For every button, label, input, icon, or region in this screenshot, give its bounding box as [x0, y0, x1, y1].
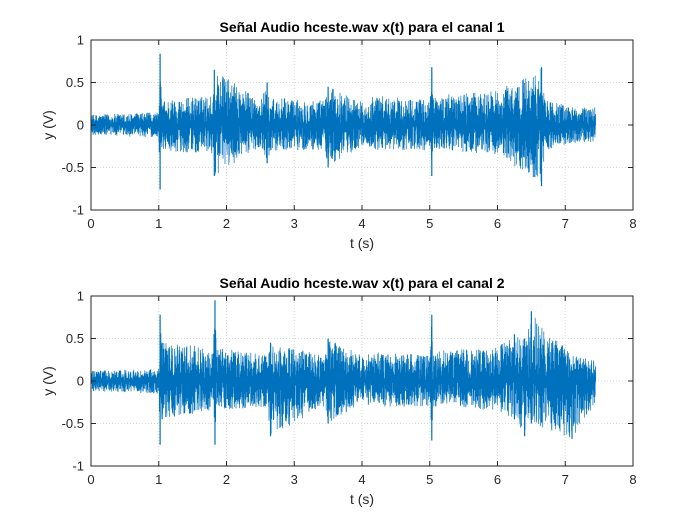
y-tick-label: 1	[77, 33, 84, 48]
y-tick-label: -1	[72, 459, 84, 474]
chart-title: Señal Audio hceste.wav x(t) para el cana…	[219, 275, 504, 291]
x-tick-label: 2	[223, 472, 230, 487]
y-axis-label: y (V)	[40, 110, 56, 140]
x-tick-label: 3	[291, 216, 298, 231]
x-axis-label: t (s)	[350, 235, 374, 251]
y-tick-label: 0	[77, 118, 84, 133]
axes-2: 0 1 2 3 4 5 6 7 8 -1 -0.5 0 0.5 1 Señal Audio hceste.w…	[40, 275, 637, 507]
x-tick-label: 1	[155, 472, 162, 487]
x-tick-label: 6	[494, 472, 501, 487]
y-tick-label: 0.5	[66, 331, 84, 346]
x-tick-label: 4	[358, 216, 365, 231]
y-tick-label: -1	[72, 203, 84, 218]
x-tick-label: 0	[87, 216, 94, 231]
x-tick-label: 7	[562, 472, 569, 487]
x-tick-label: 4	[358, 472, 365, 487]
x-tick-label: 0	[87, 472, 94, 487]
x-axis-label: t (s)	[350, 491, 374, 507]
x-tick-label: 7	[562, 216, 569, 231]
y-tick-label: 0.5	[66, 75, 84, 90]
y-tick-label: 0	[77, 374, 84, 389]
signal-line	[90, 312, 597, 438]
chart-title: Señal Audio hceste.wav x(t) para el cana…	[219, 19, 504, 35]
axes-1: 0 1 2 3 4 5 6 7 8 -1 -0.5 0 0.5 1 Señal Audio hceste.w…	[40, 19, 637, 251]
x-tick-label: 2	[223, 216, 230, 231]
x-tick-label: 8	[629, 472, 636, 487]
x-tick-label: 5	[426, 216, 433, 231]
signal-line	[90, 60, 596, 182]
x-tick-label: 6	[494, 216, 501, 231]
y-axis-label: y (V)	[40, 366, 56, 396]
x-tick-label: 5	[426, 472, 433, 487]
y-tick-label: -0.5	[62, 160, 84, 175]
x-tick-label: 3	[291, 472, 298, 487]
y-tick-label: 1	[77, 289, 84, 304]
y-tick-label: -0.5	[62, 416, 84, 431]
x-tick-label: 8	[629, 216, 636, 231]
x-tick-label: 1	[155, 216, 162, 231]
